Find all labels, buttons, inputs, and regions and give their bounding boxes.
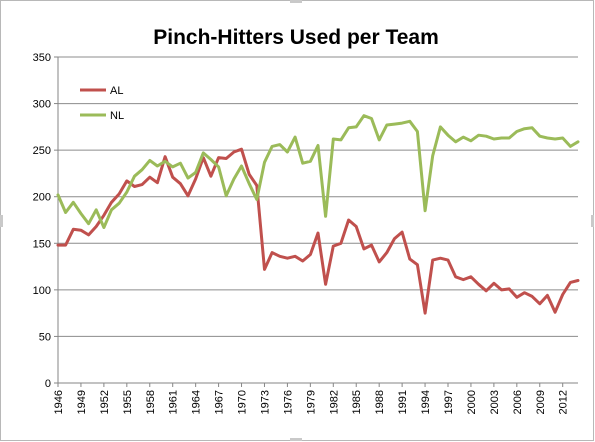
- x-tick-label: 1982: [328, 390, 340, 414]
- x-tick-label: 1997: [443, 390, 455, 414]
- y-tick-label: 50: [39, 331, 51, 343]
- series-line-al: [56, 147, 580, 315]
- y-tick-label: 150: [33, 238, 51, 250]
- x-tick-label: 1970: [237, 390, 249, 414]
- y-tick-label: 250: [33, 145, 51, 157]
- x-tick-label: 2003: [489, 390, 501, 414]
- series-line-nl: [56, 114, 580, 229]
- x-tick-label: 1952: [99, 390, 111, 414]
- x-tick-label: 1979: [305, 390, 317, 414]
- x-tick-label: 1973: [259, 390, 271, 414]
- x-tick-label: 1976: [282, 390, 294, 414]
- y-tick-label: 200: [33, 192, 51, 204]
- legend-label-nl: NL: [110, 110, 124, 122]
- x-tick-label: 2000: [466, 390, 478, 414]
- resize-handle-right[interactable]: [591, 215, 594, 227]
- x-tick-label: 1958: [145, 390, 157, 414]
- x-tick-label: 1946: [53, 390, 65, 414]
- resize-handle-left[interactable]: [0, 215, 3, 227]
- x-tick-label: 2012: [558, 390, 570, 414]
- x-tick-label: 2006: [512, 390, 524, 414]
- y-tick-label: 100: [33, 285, 51, 297]
- legend-label-al: AL: [110, 85, 123, 97]
- chart-title: Pinch-Hitters Used per Team: [153, 26, 439, 49]
- x-tick-label: 1949: [76, 390, 88, 414]
- x-tick-label: 1988: [374, 390, 386, 414]
- x-tick-label: 1961: [168, 390, 180, 414]
- x-tick-label: 1967: [214, 390, 226, 414]
- y-tick-label: 300: [33, 99, 51, 111]
- y-tick-label: 0: [45, 378, 51, 390]
- y-tick-label: 350: [33, 52, 51, 64]
- x-tick-label: 1991: [397, 390, 409, 414]
- x-tick-label: 1964: [191, 390, 203, 414]
- resize-handle-bottom[interactable]: [290, 438, 302, 441]
- x-tick-label: 2009: [535, 390, 547, 414]
- x-tick-label: 1994: [420, 390, 432, 414]
- x-tick-label: 1955: [122, 390, 134, 414]
- resize-handle-top[interactable]: [290, 0, 302, 3]
- x-tick-label: 1985: [351, 390, 363, 414]
